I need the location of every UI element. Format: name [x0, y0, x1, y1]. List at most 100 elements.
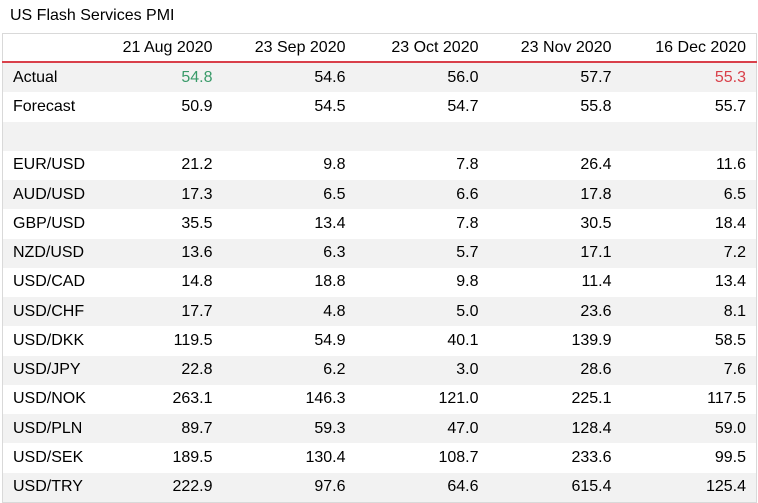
pair-value: 59.0 — [621, 414, 757, 444]
pair-value: 97.6 — [222, 472, 356, 503]
pair-value: 40.1 — [447, 331, 479, 349]
pair-value: 47.0 — [355, 414, 489, 444]
pair-row: AUD/USD 17.3 6.5 6.6 17.8 6.5 — [2, 180, 757, 210]
table-title: US Flash Services PMI — [10, 7, 175, 24]
forecast-value: 54.7 — [447, 97, 479, 115]
spacer-cell — [222, 121, 356, 151]
pair-value: 13.4 — [714, 273, 746, 291]
pair-value: 7.6 — [621, 355, 757, 385]
pair-row: EUR/USD 21.2 9.8 7.8 26.4 11.6 — [3, 151, 757, 180]
spacer-cell — [355, 121, 489, 151]
pair-value: 64.6 — [355, 472, 489, 503]
actual-value: 54.8 — [94, 62, 223, 93]
pair-value: 139.9 — [571, 331, 612, 349]
spacer-cell — [2, 121, 95, 151]
pair-value: 6.3 — [222, 238, 356, 268]
row-label: USD/PLN — [2, 414, 95, 444]
pair-value: 58.5 — [714, 331, 746, 349]
actual-value: 54.6 — [222, 62, 356, 93]
pair-value: 9.8 — [323, 156, 346, 174]
row-label: USD/DKK — [13, 331, 85, 349]
forecast-value: 50.9 — [181, 97, 213, 115]
row-label: Actual — [2, 62, 95, 93]
pair-row: USD/CHF 17.7 4.8 5.0 23.6 8.1 — [2, 297, 757, 327]
forecast-value: 55.7 — [714, 97, 746, 115]
pair-value: 28.6 — [488, 355, 622, 385]
column-header: 23 Oct 2020 — [355, 33, 489, 63]
pair-row: USD/CAD 14.8 18.8 9.8 11.4 13.4 — [3, 268, 757, 297]
pair-value: 146.3 — [305, 390, 346, 408]
row-label: USD/SEK — [13, 448, 84, 466]
pair-value: 21.2 — [181, 156, 213, 174]
pair-value: 7.8 — [456, 214, 479, 232]
pair-row: USD/PLN 89.7 59.3 47.0 128.4 59.0 — [2, 414, 757, 444]
pair-value: 263.1 — [172, 390, 213, 408]
pair-value: 13.6 — [94, 238, 223, 268]
pair-value: 108.7 — [438, 448, 479, 466]
pair-value: 119.5 — [173, 331, 213, 349]
pmi-table: 21 Aug 2020 23 Sep 2020 23 Oct 2020 23 N… — [2, 33, 757, 503]
header-corner — [2, 33, 95, 63]
pair-value: 233.6 — [571, 448, 612, 466]
pair-value: 125.4 — [621, 472, 757, 503]
forecast-row: Forecast 50.9 54.5 54.7 55.8 55.7 — [3, 92, 757, 121]
column-header: 16 Dec 2020 — [621, 33, 757, 63]
pair-row: USD/DKK 119.5 54.9 40.1 139.9 58.5 — [3, 326, 757, 355]
actual-value: 55.3 — [621, 62, 757, 93]
pair-value: 99.5 — [714, 448, 746, 466]
pair-rows: EUR/USD 21.2 9.8 7.8 26.4 11.6 AUD/USD 17.3 6.5 6… — [2, 151, 757, 503]
pair-value: 59.3 — [222, 414, 356, 444]
pair-value: 5.0 — [355, 297, 489, 327]
pair-value: 14.8 — [181, 273, 213, 291]
pair-value: 35.5 — [181, 214, 213, 232]
pair-row: USD/TRY 222.9 97.6 64.6 615.4 125.4 — [2, 472, 757, 503]
row-label: USD/CHF — [2, 297, 95, 327]
pair-value: 6.5 — [621, 180, 757, 210]
header-row: 21 Aug 2020 23 Sep 2020 23 Oct 2020 23 N… — [2, 33, 757, 63]
pair-value: 117.5 — [707, 390, 746, 408]
actual-value: 57.7 — [488, 62, 622, 93]
row-label: USD/CAD — [13, 273, 86, 291]
pair-row: GBP/USD 35.5 13.4 7.8 30.5 18.4 — [3, 209, 757, 238]
pair-value: 23.6 — [488, 297, 622, 327]
pair-value: 9.8 — [456, 273, 479, 291]
pair-value: 54.9 — [314, 331, 346, 349]
pair-value: 7.8 — [456, 156, 479, 174]
pair-row: NZD/USD 13.6 6.3 5.7 17.1 7.2 — [2, 238, 757, 268]
spacer-cell — [621, 121, 757, 151]
pair-value: 17.1 — [488, 238, 622, 268]
pair-value: 6.6 — [355, 180, 489, 210]
actual-value: 56.0 — [355, 62, 489, 93]
pair-row: USD/NOK 263.1 146.3 121.0 225.1 117.5 — [3, 385, 757, 414]
spacer-row — [2, 121, 757, 151]
pair-value: 121.0 — [438, 390, 479, 408]
pair-value: 615.4 — [488, 472, 622, 503]
forecast-value: 54.5 — [314, 97, 346, 115]
pair-value: 17.7 — [94, 297, 223, 327]
pair-value: 22.8 — [94, 355, 223, 385]
pair-value: 225.1 — [571, 390, 612, 408]
pair-value: 4.8 — [222, 297, 356, 327]
pair-value: 6.5 — [222, 180, 356, 210]
pair-value: 18.4 — [714, 214, 746, 232]
pair-value: 26.4 — [580, 156, 612, 174]
pair-value: 11.4 — [581, 273, 612, 291]
pair-value: 30.5 — [580, 214, 612, 232]
pair-value: 130.4 — [305, 448, 346, 466]
column-header: 23 Nov 2020 — [488, 33, 622, 63]
column-header: 21 Aug 2020 — [94, 33, 223, 63]
pair-row: USD/SEK 189.5 130.4 108.7 233.6 99.5 — [3, 443, 757, 472]
pair-value: 89.7 — [94, 414, 223, 444]
forecast-value: 55.8 — [580, 97, 612, 115]
pair-value: 5.7 — [355, 238, 489, 268]
pair-value: 6.2 — [222, 355, 356, 385]
row-label: USD/NOK — [13, 390, 86, 408]
pair-value: 17.3 — [94, 180, 223, 210]
row-label: EUR/USD — [13, 156, 86, 174]
pair-value: 3.0 — [355, 355, 489, 385]
pair-value: 11.6 — [716, 156, 746, 174]
row-label: USD/TRY — [2, 472, 95, 503]
pair-value: 8.1 — [621, 297, 757, 327]
pair-value: 18.8 — [314, 273, 346, 291]
pair-row: USD/JPY 22.8 6.2 3.0 28.6 7.6 — [2, 355, 757, 385]
